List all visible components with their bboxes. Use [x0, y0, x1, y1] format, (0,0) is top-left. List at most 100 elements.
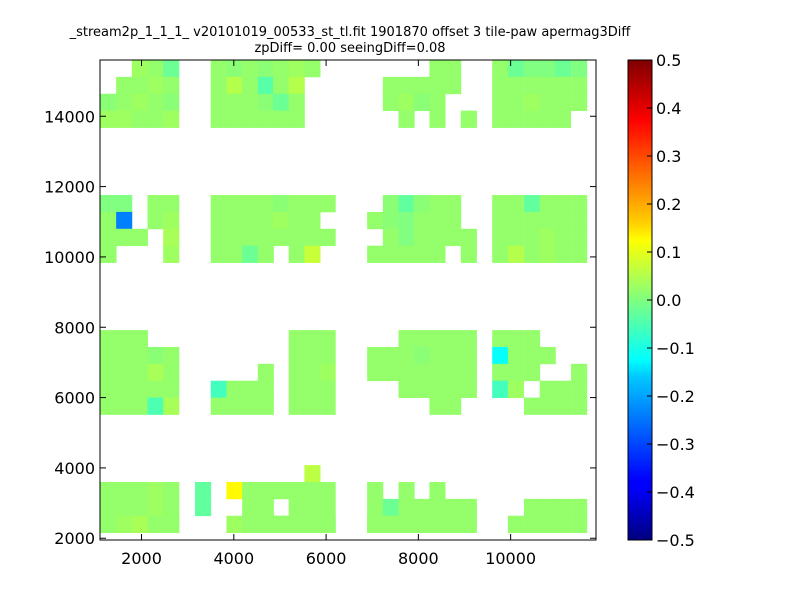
heatmap-cell: [195, 498, 212, 517]
heatmap-cell: [413, 245, 430, 263]
heatmap-cell: [554, 515, 572, 534]
heatmap-cell: [507, 211, 524, 230]
heatmap-cell: [571, 195, 588, 213]
heatmap-cell: [100, 195, 117, 213]
heatmap-cell: [131, 228, 148, 247]
heatmap-cell: [242, 515, 259, 534]
heatmap-cell: [116, 380, 133, 398]
heatmap-cell: [398, 363, 415, 382]
heatmap-cell: [382, 195, 399, 213]
heatmap-cell: [288, 380, 305, 398]
heatmap-cell: [288, 60, 305, 78]
heatmap-cell: [131, 93, 148, 112]
heatmap-cell: [304, 363, 321, 382]
heatmap-cell: [100, 110, 117, 128]
heatmap-cell: [304, 60, 321, 78]
heatmap-cell: [210, 397, 227, 415]
heatmap-cell: [319, 228, 336, 247]
heatmap-cell: [382, 515, 399, 534]
heatmap-cell: [116, 363, 133, 382]
heatmap-cell: [304, 465, 321, 483]
heatmap-cell: [413, 228, 430, 247]
heatmap-cell: [304, 481, 321, 500]
heatmap-cell: [131, 60, 148, 78]
heatmap-cell: [429, 211, 446, 230]
heatmap-cell: [304, 330, 321, 348]
heatmap-cell: [304, 498, 321, 517]
heatmap-cell: [242, 380, 259, 398]
heatmap-cell: [524, 211, 541, 230]
heatmap-cell: [257, 110, 274, 128]
heatmap-cell: [163, 346, 180, 365]
heatmap-cell: [100, 211, 117, 230]
heatmap-cell: [398, 76, 415, 95]
heatmap-cell: [429, 93, 446, 112]
heatmap-cell: [460, 330, 477, 348]
heatmap-cell: [304, 211, 321, 230]
heatmap-cell: [429, 195, 446, 213]
heatmap-cell: [116, 515, 133, 534]
heatmap-cell: [226, 380, 243, 398]
plot-frame: [99, 59, 597, 541]
heatmap-cell: [288, 346, 305, 365]
heatmap-cell: [571, 498, 588, 517]
heatmap-cell: [210, 195, 227, 213]
heatmap-cell: [226, 60, 243, 78]
heatmap-cell: [116, 498, 133, 517]
heatmap-cell: [554, 228, 572, 247]
heatmap-cell: [539, 211, 556, 230]
heatmap-cell: [319, 397, 336, 415]
heatmap-cell: [445, 380, 462, 398]
heatmap-cell: [398, 110, 415, 128]
heatmap-cell: [131, 110, 148, 128]
colorbar-tick-label: −0.2: [656, 387, 695, 406]
heatmap-cell: [288, 195, 305, 213]
heatmap-cell: [554, 380, 572, 398]
heatmap-cell: [304, 346, 321, 365]
heatmap-cell: [429, 481, 446, 500]
heatmap-cell: [460, 245, 477, 263]
y-tick-label: 4000: [54, 459, 95, 478]
heatmap-cell: [398, 245, 415, 263]
heatmap-cell: [273, 76, 290, 95]
heatmap-cell: [257, 195, 274, 213]
heatmap-cell: [304, 195, 321, 213]
heatmap-cell: [100, 397, 117, 415]
heatmap-cell: [257, 481, 274, 500]
heatmap-cell: [226, 481, 243, 500]
heatmap-cell: [524, 397, 541, 415]
heatmap-cell: [429, 110, 446, 128]
heatmap-cell: [367, 481, 384, 500]
heatmap-cell: [539, 195, 556, 213]
heatmap-cell: [382, 363, 399, 382]
heatmap-cell: [131, 380, 148, 398]
heatmap-cell: [367, 346, 384, 365]
heatmap-cell: [131, 498, 148, 517]
heatmap-cell: [288, 110, 305, 128]
heatmap-cell: [554, 93, 572, 112]
heatmap-cell: [492, 346, 509, 365]
heatmap-cell: [147, 76, 164, 95]
heatmap-cell: [273, 110, 290, 128]
heatmap-cell: [507, 60, 524, 78]
heatmap-cell: [571, 245, 588, 263]
heatmap-cell: [445, 195, 462, 213]
heatmap-cell: [288, 211, 305, 230]
heatmap-cell: [147, 380, 164, 398]
heatmap-cell: [100, 245, 117, 263]
heatmap-cell: [273, 60, 290, 78]
heatmap-cell: [382, 93, 399, 112]
heatmap-cell: [131, 397, 148, 415]
heatmap-cell: [100, 330, 117, 348]
heatmap-cell: [460, 363, 477, 382]
heatmap-cell: [571, 211, 588, 230]
heatmap-cell: [210, 228, 227, 247]
heatmap-cell: [116, 481, 133, 500]
heatmap-cell: [429, 245, 446, 263]
colorbar-axis: 0.5 0.4 0.3 0.2 0.1 0.0 −0.1 −0.2 −0.3 −0.4 −0.5: [647, 51, 695, 550]
heatmap-cell: [163, 397, 180, 415]
heatmap-cell: [116, 195, 133, 213]
y-axis: 2000 4000 6000 8000 10000 12000 14000: [44, 107, 596, 548]
heatmap-cell: [147, 481, 164, 500]
heatmap-cell: [210, 380, 227, 398]
